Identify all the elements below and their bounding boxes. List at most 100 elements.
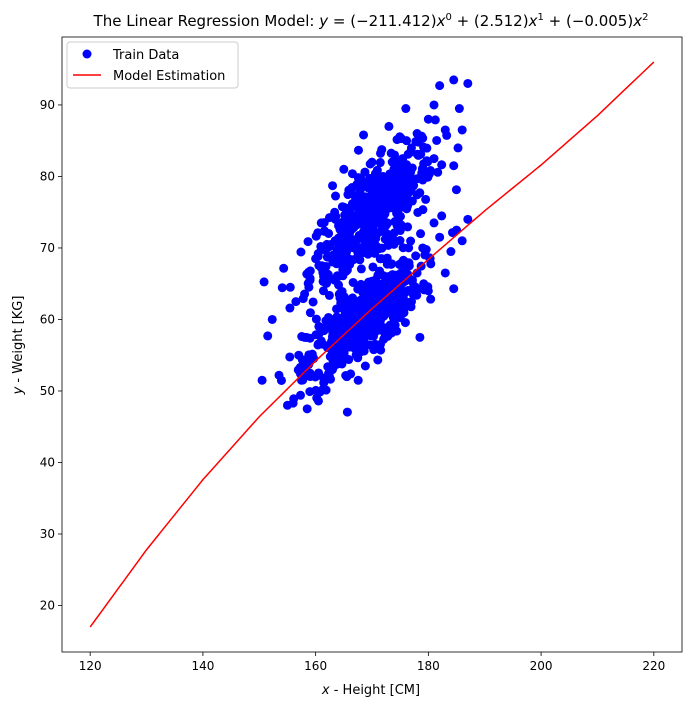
- train-data-point: [369, 236, 379, 246]
- train-data-point: [446, 247, 456, 257]
- train-data-point: [413, 137, 423, 147]
- train-data-point: [435, 81, 445, 91]
- train-data-point: [337, 341, 347, 351]
- train-data-point: [327, 332, 337, 342]
- train-data-point: [430, 115, 440, 125]
- x-tick-label: 220: [642, 659, 665, 673]
- train-data-point: [295, 362, 305, 372]
- title-x1: x: [528, 12, 538, 30]
- train-data-point: [334, 280, 344, 290]
- y-tick-label: 90: [40, 98, 55, 112]
- train-data-point: [347, 340, 357, 350]
- train-data-point: [440, 268, 450, 278]
- train-data-point: [399, 295, 409, 305]
- train-data-point: [339, 221, 349, 231]
- train-data-point: [333, 272, 343, 282]
- train-data-point: [416, 229, 426, 239]
- train-data-point: [350, 300, 360, 310]
- y-tick-label: 50: [40, 384, 55, 398]
- train-data-point: [344, 229, 354, 239]
- train-data-point: [267, 314, 277, 324]
- chart-title: The Linear Regression Model: y = (−211.4…: [93, 12, 649, 30]
- train-data-point: [302, 404, 312, 414]
- train-data-point: [415, 188, 425, 198]
- train-data-point: [305, 333, 315, 343]
- train-data-point: [360, 361, 370, 371]
- train-data-point: [353, 249, 363, 259]
- train-data-point: [454, 104, 464, 114]
- train-data-point: [391, 158, 401, 168]
- train-data-point: [304, 350, 314, 360]
- train-data-point: [397, 167, 407, 177]
- train-data-point: [374, 244, 384, 254]
- train-data-point: [422, 143, 432, 153]
- title-x0: x: [436, 12, 446, 30]
- train-data-point: [395, 186, 405, 196]
- x-tick-label: 140: [191, 659, 214, 673]
- train-data-point: [356, 340, 366, 349]
- train-data-point: [348, 277, 358, 287]
- title-prefix: The Linear Regression Model:: [93, 12, 320, 30]
- train-data-point: [285, 352, 295, 362]
- train-data-point: [432, 135, 442, 145]
- train-data-point: [318, 276, 328, 286]
- train-data-point: [361, 215, 371, 225]
- train-data-point: [413, 207, 423, 217]
- title-plus2: + (−0.005): [544, 12, 633, 30]
- train-data-point: [320, 226, 330, 236]
- train-data-point: [402, 136, 412, 146]
- train-data-point: [353, 375, 363, 385]
- train-data-point: [304, 282, 314, 292]
- train-data-point: [344, 212, 354, 222]
- train-data-point: [415, 332, 425, 342]
- train-data-point: [457, 125, 467, 135]
- train-data-point: [305, 275, 315, 285]
- train-data-point: [418, 243, 428, 253]
- train-data-point: [433, 167, 443, 177]
- train-data-point: [384, 272, 394, 282]
- train-data-point: [398, 243, 408, 253]
- train-data-point: [451, 185, 461, 195]
- train-data-point: [341, 266, 351, 276]
- train-data-point: [381, 187, 391, 197]
- x-tick-label: 120: [79, 659, 102, 673]
- train-data-point: [263, 331, 273, 341]
- train-data-point: [353, 145, 363, 155]
- title-e1: 1: [537, 12, 543, 23]
- model-estimation-line: [89, 61, 655, 628]
- y-tick-label: 70: [40, 241, 55, 255]
- train-data-point: [368, 198, 378, 208]
- train-data-point: [352, 350, 362, 360]
- train-data-point: [341, 371, 351, 380]
- train-data-point: [418, 164, 428, 174]
- axes-frame: [61, 36, 683, 653]
- train-data-point: [412, 129, 422, 139]
- train-data-point: [435, 232, 445, 242]
- train-data-point: [339, 350, 349, 360]
- title-plus1: + (2.512): [452, 12, 529, 30]
- train-data-point: [457, 236, 467, 246]
- train-data-point: [389, 326, 399, 336]
- train-data-point: [463, 78, 473, 88]
- train-data-point: [257, 375, 267, 385]
- train-data-point: [362, 292, 372, 302]
- train-data-point: [335, 303, 345, 313]
- legend-label-model-estimation: Model Estimation: [113, 69, 225, 84]
- train-data-point: [396, 211, 405, 221]
- train-data-point: [318, 268, 328, 278]
- y-tick-label: 30: [40, 527, 55, 541]
- train-data-point: [359, 130, 369, 140]
- train-data-point: [328, 365, 338, 375]
- train-data-point: [372, 309, 382, 319]
- train-data-point: [296, 247, 306, 257]
- train-data-point: [329, 316, 339, 326]
- train-data-point: [308, 297, 318, 307]
- train-data-point: [365, 340, 375, 350]
- train-data-point: [453, 143, 463, 153]
- train-data-point: [337, 202, 347, 212]
- train-data-point: [336, 359, 346, 369]
- train-data-point: [349, 222, 359, 232]
- x-tick-label: 160: [304, 659, 327, 673]
- train-data-point: [350, 196, 360, 206]
